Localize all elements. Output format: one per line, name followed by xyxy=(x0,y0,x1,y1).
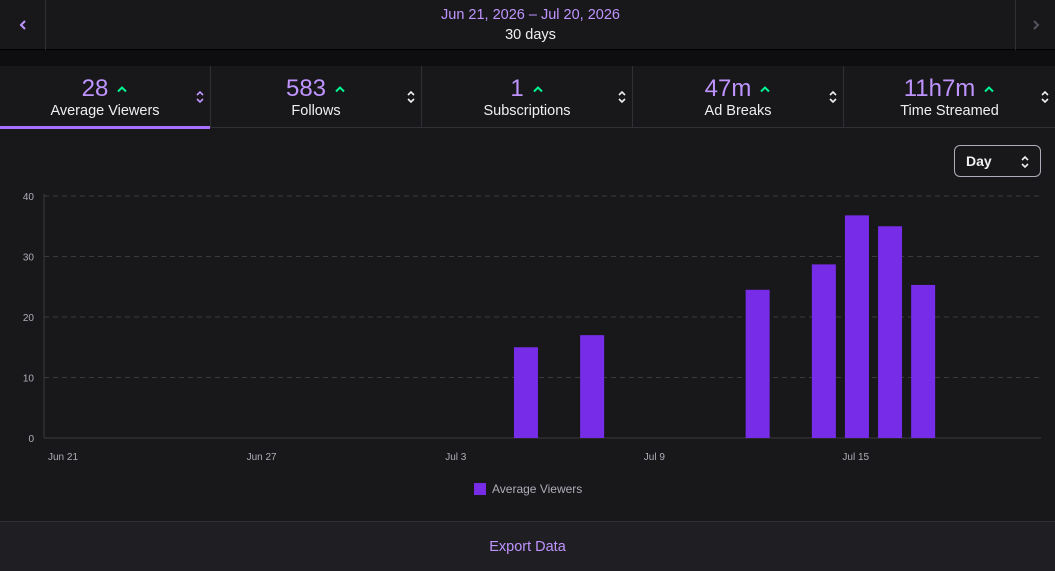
metric-value: 47m xyxy=(704,74,752,102)
trend-up-icon xyxy=(760,85,771,92)
metric-header: 583 xyxy=(285,74,346,102)
chevron-left-icon xyxy=(19,20,26,30)
bar xyxy=(911,284,936,438)
metric-label: Time Streamed xyxy=(900,102,999,119)
metric-tab-ad-breaks[interactable]: 47m Ad Breaks xyxy=(633,66,844,128)
bar xyxy=(745,289,770,438)
date-range-display: Jun 21, 2026 – Jul 20, 2026 30 days xyxy=(46,0,1015,50)
metric-tab-subscriptions[interactable]: 1 Subscriptions xyxy=(422,66,633,128)
x-tick-label: Jul 3 xyxy=(445,452,467,463)
metric-value: 583 xyxy=(285,74,327,102)
metric-tab-follows[interactable]: 583 Follows xyxy=(211,66,422,128)
x-tick-label: Jul 15 xyxy=(842,452,869,463)
metric-header: 11h7m xyxy=(903,74,996,102)
bar xyxy=(844,215,869,438)
period-length-text: 30 days xyxy=(505,27,556,43)
legend-swatch xyxy=(474,483,486,495)
x-tick-label: Jun 21 xyxy=(48,452,78,463)
export-bar: Export Data xyxy=(0,521,1055,571)
granularity-value: Day xyxy=(966,153,992,169)
sort-icon xyxy=(196,90,204,104)
x-tick-label: Jun 27 xyxy=(247,452,277,463)
metric-label: Follows xyxy=(291,102,341,119)
granularity-select[interactable]: Day xyxy=(954,145,1041,177)
y-tick-label: 40 xyxy=(23,192,35,203)
sort-icon xyxy=(1041,90,1049,104)
sort-icon xyxy=(829,90,837,104)
bar xyxy=(878,226,903,438)
trend-up-icon xyxy=(984,85,995,92)
analytics-panel: 28 Average Viewers 583 Follows 1 Subscription… xyxy=(0,66,1055,571)
bar xyxy=(580,335,605,438)
metric-value: 11h7m xyxy=(903,74,976,102)
metric-label: Average Viewers xyxy=(50,102,160,119)
trend-up-icon xyxy=(335,85,345,92)
select-updown-icon xyxy=(1021,155,1029,169)
average-viewers-chart: 0 10 20 30 40 Jun 21 Jun 27 Jul 3 Jul 9 Jul 15 xyxy=(23,192,1041,463)
export-data-button[interactable]: Export Data xyxy=(489,538,566,555)
next-period-button[interactable] xyxy=(1015,0,1055,50)
metric-value: 1 xyxy=(510,74,524,102)
date-range-text: Jun 21, 2026 – Jul 20, 2026 xyxy=(441,7,620,23)
metric-header: 28 xyxy=(81,74,129,102)
metric-tabs: 28 Average Viewers 583 Follows 1 Subscription… xyxy=(0,66,1055,129)
trend-up-icon xyxy=(532,85,543,92)
date-navigation-bar: Jun 21, 2026 – Jul 20, 2026 30 days xyxy=(0,0,1055,50)
metric-tab-time-streamed[interactable]: 11h7m Time Streamed xyxy=(844,66,1055,128)
previous-period-button[interactable] xyxy=(0,0,46,50)
sort-icon xyxy=(407,90,415,104)
sort-icon xyxy=(618,90,626,104)
bar xyxy=(513,347,538,438)
metric-header: 47m xyxy=(704,74,772,102)
metric-tab-average-viewers[interactable]: 28 Average Viewers xyxy=(0,66,211,129)
metric-value: 28 xyxy=(81,74,109,102)
trend-up-icon xyxy=(117,85,128,92)
legend-label: Average Viewers xyxy=(492,482,583,496)
y-tick-label: 20 xyxy=(23,313,35,324)
metric-label: Subscriptions xyxy=(483,102,571,119)
y-tick-label: 30 xyxy=(23,253,35,264)
chevron-right-icon xyxy=(1032,20,1039,30)
metric-label: Ad Breaks xyxy=(704,102,772,119)
chart-legend: Average Viewers xyxy=(474,481,582,497)
metric-header: 1 xyxy=(510,74,543,102)
y-tick-label: 0 xyxy=(28,434,34,445)
y-tick-label: 10 xyxy=(23,374,35,385)
x-tick-label: Jul 9 xyxy=(644,452,666,463)
bar xyxy=(811,264,836,438)
